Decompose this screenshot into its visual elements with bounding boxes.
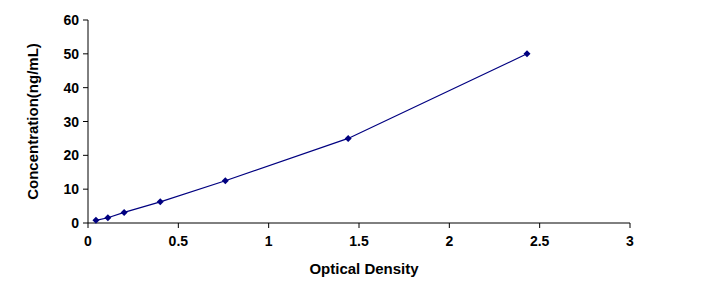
y-tick-label: 20 xyxy=(63,147,79,163)
data-point xyxy=(104,214,111,221)
y-tick xyxy=(83,87,88,88)
data-point xyxy=(345,135,352,142)
y-axis-label: Concentration(ng/mL) xyxy=(24,43,41,200)
x-tick xyxy=(178,223,179,228)
plot-area xyxy=(92,50,530,224)
data-point xyxy=(222,177,229,184)
y-tick-label: 40 xyxy=(63,80,79,96)
x-tick-label: 1.5 xyxy=(349,233,369,249)
y-tick-label: 30 xyxy=(63,114,79,130)
x-axis-label: Optical Density xyxy=(309,260,419,277)
chart-svg: 0 10 20 30 40 50 60 0 0.5 1 1.5 2 2.5 3 Optical Densit… xyxy=(0,0,705,297)
x-tick-label: 3 xyxy=(626,233,634,249)
x-tick-label: 2.5 xyxy=(530,233,550,249)
background xyxy=(0,0,705,297)
chart-container: 0 10 20 30 40 50 60 0 0.5 1 1.5 2 2.5 3 Optical Densit… xyxy=(0,0,705,297)
x-tick-label: 0 xyxy=(84,233,92,249)
x-tick-label: 0.5 xyxy=(169,233,189,249)
y-tick-label: 10 xyxy=(63,181,79,197)
data-point xyxy=(524,50,531,57)
x-tick xyxy=(359,223,360,228)
y-tick xyxy=(83,155,88,156)
x-tick xyxy=(88,223,89,228)
y-tick-label: 50 xyxy=(63,46,79,62)
y-tick-label: 60 xyxy=(63,12,79,28)
x-tick xyxy=(539,223,540,228)
y-tick xyxy=(83,53,88,54)
x-tick xyxy=(268,223,269,228)
y-tick xyxy=(83,189,88,190)
y-tick xyxy=(83,223,88,224)
x-tick-label: 2 xyxy=(445,233,453,249)
data-point xyxy=(157,198,164,205)
data-point xyxy=(121,209,128,216)
x-tick xyxy=(630,223,631,228)
y-tick-label: 0 xyxy=(71,215,79,231)
data-point xyxy=(92,217,99,224)
y-tick xyxy=(83,20,88,21)
x-tick-label: 1 xyxy=(265,233,273,249)
y-tick xyxy=(83,121,88,122)
data-line xyxy=(96,54,527,221)
x-tick xyxy=(449,223,450,228)
